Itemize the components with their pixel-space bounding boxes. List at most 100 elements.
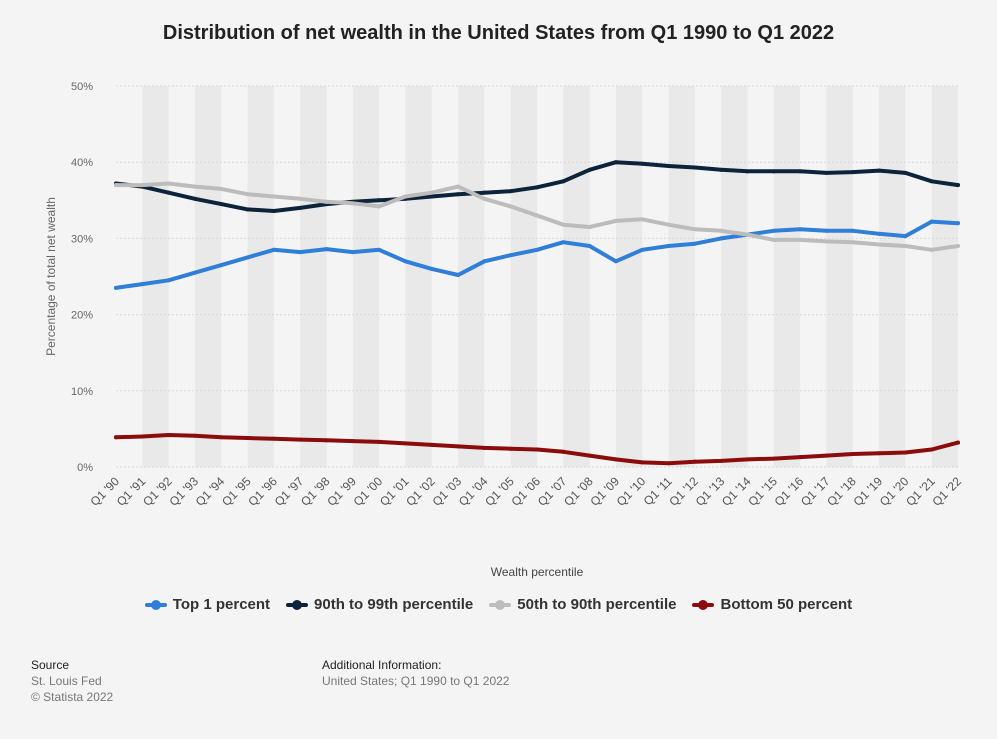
data-point[interactable] (561, 179, 566, 184)
data-point[interactable] (508, 204, 513, 209)
data-point[interactable] (508, 446, 513, 451)
data-point[interactable] (429, 194, 434, 199)
data-point[interactable] (377, 198, 382, 203)
data-point[interactable] (535, 185, 539, 190)
data-point[interactable] (166, 432, 171, 437)
data-point[interactable] (877, 168, 882, 173)
data-point[interactable] (719, 236, 724, 241)
data-point[interactable] (245, 207, 250, 212)
data-point[interactable] (824, 228, 829, 233)
data-point[interactable] (613, 160, 618, 165)
data-point[interactable] (166, 190, 171, 195)
data-point[interactable] (561, 222, 566, 227)
data-point[interactable] (798, 455, 803, 460)
data-point[interactable] (192, 270, 197, 275)
data-point[interactable] (482, 196, 487, 201)
data-point[interactable] (192, 433, 197, 438)
data-point[interactable] (798, 169, 803, 174)
data-point[interactable] (587, 224, 592, 229)
data-point[interactable] (508, 253, 513, 258)
data-point[interactable] (245, 192, 250, 197)
data-point[interactable] (482, 190, 487, 195)
data-point[interactable] (114, 435, 118, 440)
data-point[interactable] (771, 228, 776, 233)
data-point[interactable] (877, 242, 882, 247)
data-point[interactable] (903, 170, 908, 175)
data-point[interactable] (903, 234, 908, 239)
data-point[interactable] (613, 259, 618, 264)
data-point[interactable] (692, 459, 697, 464)
data-point[interactable] (271, 208, 276, 213)
data-point[interactable] (271, 194, 276, 199)
data-point[interactable] (587, 167, 592, 172)
data-point[interactable] (587, 453, 592, 458)
data-point[interactable] (219, 263, 224, 268)
data-point[interactable] (640, 217, 645, 222)
data-point[interactable] (192, 184, 197, 189)
data-point[interactable] (403, 259, 408, 264)
data-point[interactable] (429, 266, 434, 271)
data-point[interactable] (456, 192, 461, 197)
data-point[interactable] (324, 199, 329, 204)
data-point[interactable] (956, 183, 960, 188)
legend-item-50-90[interactable]: 50th to 90th percentile (489, 596, 676, 613)
data-point[interactable] (271, 436, 276, 441)
data-point[interactable] (692, 227, 697, 232)
data-point[interactable] (956, 244, 960, 249)
data-point[interactable] (587, 244, 592, 249)
data-point[interactable] (561, 449, 566, 454)
data-point[interactable] (456, 444, 461, 449)
data-point[interactable] (850, 170, 855, 175)
data-point[interactable] (456, 272, 461, 277)
data-point[interactable] (692, 165, 697, 170)
data-point[interactable] (929, 179, 934, 184)
data-point[interactable] (640, 247, 645, 252)
data-point[interactable] (824, 170, 829, 175)
data-point[interactable] (929, 219, 934, 224)
source-text[interactable]: St. Louis Fed (31, 674, 102, 688)
data-point[interactable] (956, 221, 960, 226)
data-point[interactable] (508, 189, 513, 194)
data-point[interactable] (929, 247, 934, 252)
data-point[interactable] (166, 278, 171, 283)
data-point[interactable] (219, 202, 224, 207)
data-point[interactable] (245, 255, 250, 260)
data-point[interactable] (719, 228, 724, 233)
data-point[interactable] (350, 439, 355, 444)
data-point[interactable] (561, 240, 566, 245)
data-point[interactable] (219, 186, 224, 191)
data-point[interactable] (298, 205, 303, 210)
data-point[interactable] (719, 458, 724, 463)
data-point[interactable] (456, 184, 461, 189)
data-point[interactable] (692, 241, 697, 246)
data-point[interactable] (324, 247, 329, 252)
data-point[interactable] (219, 435, 224, 440)
data-point[interactable] (482, 445, 487, 450)
data-point[interactable] (377, 247, 382, 252)
data-point[interactable] (745, 457, 750, 462)
data-point[interactable] (429, 190, 434, 195)
data-point[interactable] (771, 456, 776, 461)
data-point[interactable] (245, 436, 250, 441)
data-point[interactable] (877, 451, 882, 456)
data-point[interactable] (824, 239, 829, 244)
data-point[interactable] (403, 441, 408, 446)
data-point[interactable] (956, 440, 960, 445)
data-point[interactable] (298, 196, 303, 201)
data-point[interactable] (850, 228, 855, 233)
data-point[interactable] (192, 196, 197, 201)
data-point[interactable] (140, 183, 145, 188)
data-point[interactable] (850, 452, 855, 457)
legend-item-90-99[interactable]: 90th to 99th percentile (286, 596, 473, 613)
data-point[interactable] (850, 240, 855, 245)
data-point[interactable] (666, 164, 671, 169)
data-point[interactable] (403, 194, 408, 199)
data-point[interactable] (798, 227, 803, 232)
data-point[interactable] (535, 447, 539, 452)
data-point[interactable] (324, 438, 329, 443)
legend-item-bottom-50[interactable]: Bottom 50 percent (692, 596, 852, 613)
data-point[interactable] (350, 201, 355, 206)
data-point[interactable] (350, 250, 355, 255)
data-point[interactable] (640, 161, 645, 166)
data-point[interactable] (640, 460, 645, 465)
